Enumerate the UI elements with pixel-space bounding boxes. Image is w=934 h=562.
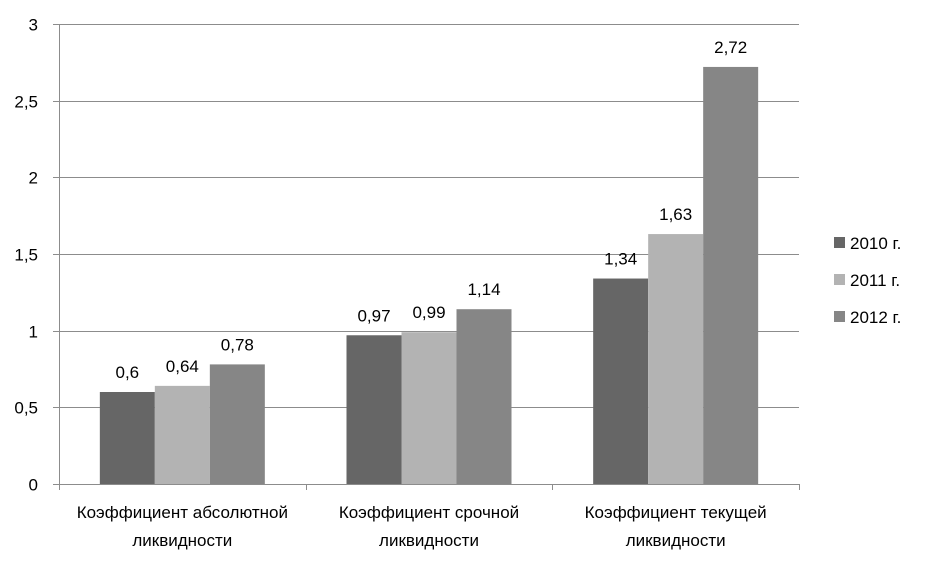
category-label: ликвидности <box>132 531 232 550</box>
legend-swatch <box>834 274 845 285</box>
legend-label: 2011 г. <box>850 271 900 290</box>
legend: 2010 г. 2011 г. 2012 г. <box>834 234 901 327</box>
legend-swatch <box>834 311 845 322</box>
y-tick-label: 0,5 <box>14 399 38 418</box>
legend-label: 2010 г. <box>850 234 901 253</box>
category-label: ликвидности <box>626 531 726 550</box>
bar-2011-1 <box>154 385 210 484</box>
bar-2010-3 <box>593 278 649 484</box>
data-label: 0,97 <box>357 306 390 325</box>
bar-2011-2 <box>401 332 457 484</box>
y-tick-label: 1 <box>29 323 38 342</box>
data-label: 1,63 <box>659 205 692 224</box>
bar-2012-3 <box>703 66 759 484</box>
data-label: 0,78 <box>221 335 254 354</box>
y-tick-label: 2 <box>29 169 38 188</box>
y-tick-label: 2,5 <box>14 93 38 112</box>
y-tick-label: 3 <box>29 16 38 35</box>
category-label: Коэффициент срочной <box>339 503 519 522</box>
data-label: 0,64 <box>166 357 199 376</box>
legend-label: 2012 г. <box>850 308 901 327</box>
y-tick-label: 1,5 <box>14 246 38 265</box>
data-label: 1,14 <box>467 280 500 299</box>
y-tick-label: 0 <box>29 476 38 495</box>
data-label: 0,99 <box>412 303 445 322</box>
category-label: ликвидности <box>379 531 479 550</box>
legend-swatch <box>834 237 845 248</box>
data-labels: 0,6 0,64 0,78 0,97 0,99 1,14 1,34 1,63 2,72 <box>116 38 748 382</box>
bar-2011-3 <box>648 234 704 484</box>
bar-2010-2 <box>346 335 402 484</box>
bars <box>99 66 759 484</box>
axes <box>53 24 800 490</box>
data-label: 2,72 <box>714 38 747 57</box>
data-label: 0,6 <box>116 363 140 382</box>
data-label: 1,34 <box>604 250 637 269</box>
category-label: Коэффициент текущей <box>585 503 767 522</box>
x-axis-category-labels: Коэффициент абсолютной ликвидности Коэффиц… <box>77 503 767 550</box>
category-label: Коэффициент абсолютной <box>77 503 288 522</box>
bar-2012-1 <box>209 364 265 484</box>
bar-2012-2 <box>456 309 512 484</box>
bar-2010-1 <box>99 392 155 484</box>
y-axis-tick-labels: 0 0,5 1 1,5 2 2,5 3 <box>14 16 38 495</box>
